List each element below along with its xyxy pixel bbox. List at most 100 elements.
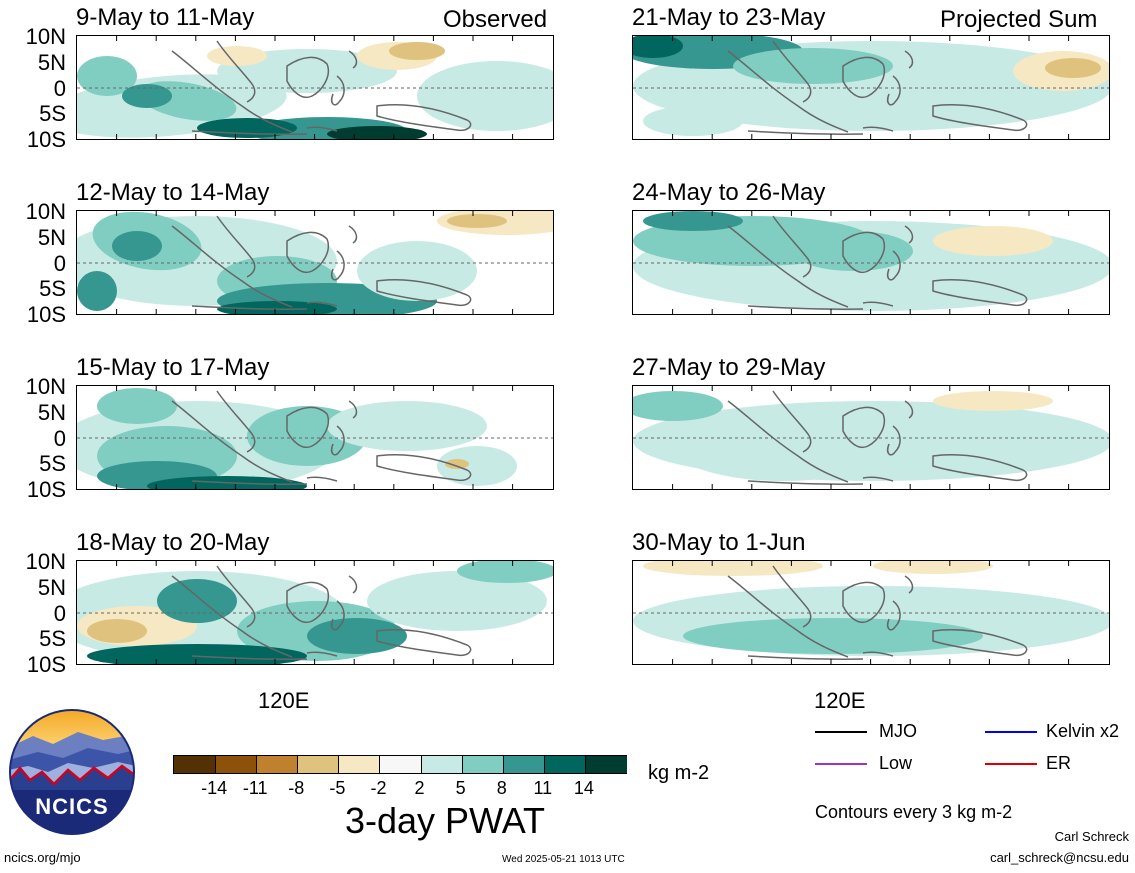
y-label-10n: 10N xyxy=(25,549,66,574)
coastline xyxy=(932,629,1028,657)
colorbar-tick-label: -14 xyxy=(201,778,228,798)
colorbar-tick-label: 11 xyxy=(533,778,553,798)
pwat-anomaly-area xyxy=(447,214,507,228)
pwat-anomaly-area xyxy=(437,446,517,486)
map-panel-12-14-may xyxy=(76,210,554,315)
colorbar-tick-label: 14 xyxy=(573,778,594,798)
coastline xyxy=(932,279,1028,307)
coastline xyxy=(842,406,885,448)
coastline xyxy=(727,575,849,658)
colorbar-swatch xyxy=(215,756,258,773)
coastline xyxy=(171,575,293,658)
colorbar-swatch xyxy=(338,756,381,773)
colorbar-swatch xyxy=(297,756,340,773)
pwat-anomaly-area xyxy=(122,84,172,108)
pwat-anomaly-area xyxy=(733,48,893,84)
pwat-anomaly-area xyxy=(633,36,683,58)
pwat-anomaly-area xyxy=(643,211,743,231)
y-label-10s: 10S xyxy=(26,127,66,152)
colorbar-tick-label: -2 xyxy=(370,778,387,798)
panel-title: 15-May to 17-May xyxy=(76,354,270,381)
contours-note: Contours every 3 kg m-2 xyxy=(815,802,1013,822)
coastline xyxy=(886,600,901,631)
y-label-5s: 5S xyxy=(39,626,66,651)
pwat-anomaly-area xyxy=(633,391,723,421)
coastline xyxy=(348,575,358,594)
coastline xyxy=(904,225,914,244)
coastline xyxy=(191,305,308,311)
y-label-10n: 10N xyxy=(25,24,66,49)
y-label-5n: 5N xyxy=(37,575,66,600)
legend-line-er xyxy=(985,763,1037,765)
pwat-anomaly-area xyxy=(933,226,1053,256)
coastline xyxy=(216,215,256,278)
coastline xyxy=(727,225,849,308)
pwat-anomaly-area xyxy=(683,618,983,654)
pwat-anomaly-area xyxy=(357,241,477,301)
coastline xyxy=(772,215,812,278)
colorbar-tick-label: 5 xyxy=(455,778,466,798)
legend-line-low xyxy=(815,763,867,765)
coastline xyxy=(772,40,812,103)
coastline xyxy=(376,454,472,482)
map-panel-18-20-may xyxy=(76,560,554,665)
coastline xyxy=(747,130,864,136)
pwat-anomaly-area xyxy=(417,61,553,131)
map-panel-9-11-may xyxy=(76,35,554,140)
colorbar-tick-label: 8 xyxy=(496,778,507,798)
coastline xyxy=(772,390,812,453)
legend-line-kelvin xyxy=(985,731,1037,733)
map-panel-21-23-may xyxy=(632,35,1110,140)
pwat-anomaly-area xyxy=(643,561,823,576)
legend-label-low: Low xyxy=(879,753,913,773)
coastline xyxy=(904,575,914,594)
map-panel-27-29-may xyxy=(632,385,1110,490)
colorbar-swatch xyxy=(420,756,464,773)
pwat-anomaly-area xyxy=(327,401,487,451)
y-label-10s: 10S xyxy=(26,652,66,677)
logo-text: NCICS xyxy=(35,794,109,819)
coastline xyxy=(727,400,849,483)
pwat-anomaly-area xyxy=(933,391,1053,411)
colorbar-tick-label: -8 xyxy=(288,778,305,798)
y-label-5n: 5N xyxy=(37,225,66,250)
coastline xyxy=(376,629,472,657)
coastline xyxy=(171,400,293,483)
colorbar-tick-label: 2 xyxy=(414,778,425,798)
coastline xyxy=(932,104,1028,132)
pwat-anomaly-area xyxy=(207,46,267,66)
coastline xyxy=(330,600,345,631)
coastline xyxy=(330,75,345,106)
coastline xyxy=(886,250,901,281)
y-label-5n: 5N xyxy=(37,400,66,425)
pwat-anomaly-area xyxy=(217,301,337,314)
ncics-logo: NCICS xyxy=(8,708,136,836)
pwat-anomaly-area xyxy=(77,56,137,96)
y-label-10s: 10S xyxy=(26,477,66,502)
coastline xyxy=(216,390,256,453)
coastline xyxy=(348,50,358,69)
coastline xyxy=(842,581,885,623)
coastline xyxy=(727,50,849,133)
coastline xyxy=(216,40,256,103)
coastline xyxy=(306,651,338,657)
coastline xyxy=(862,301,894,307)
coastline xyxy=(376,279,472,307)
y-label-10s: 10S xyxy=(26,302,66,327)
colorbar-tick-label: -5 xyxy=(329,778,346,798)
coastline xyxy=(216,565,256,628)
coastline xyxy=(191,655,308,661)
coastline xyxy=(842,56,885,98)
colorbar-swatch xyxy=(379,756,423,773)
panel-title: 27-May to 29-May xyxy=(632,354,826,381)
panel-title: 24-May to 26-May xyxy=(632,179,826,206)
coastline xyxy=(772,565,812,628)
pwat-anomaly-area xyxy=(643,106,743,136)
pwat-anomaly-area xyxy=(457,561,553,583)
pwat-anomaly-area xyxy=(97,388,177,424)
panel-title: 18-May to 20-May xyxy=(76,529,270,556)
panel-title: 30-May to 1-Jun xyxy=(632,529,806,556)
colorbar xyxy=(173,755,628,774)
coastline xyxy=(286,56,329,98)
pwat-anomaly-area xyxy=(157,579,237,623)
